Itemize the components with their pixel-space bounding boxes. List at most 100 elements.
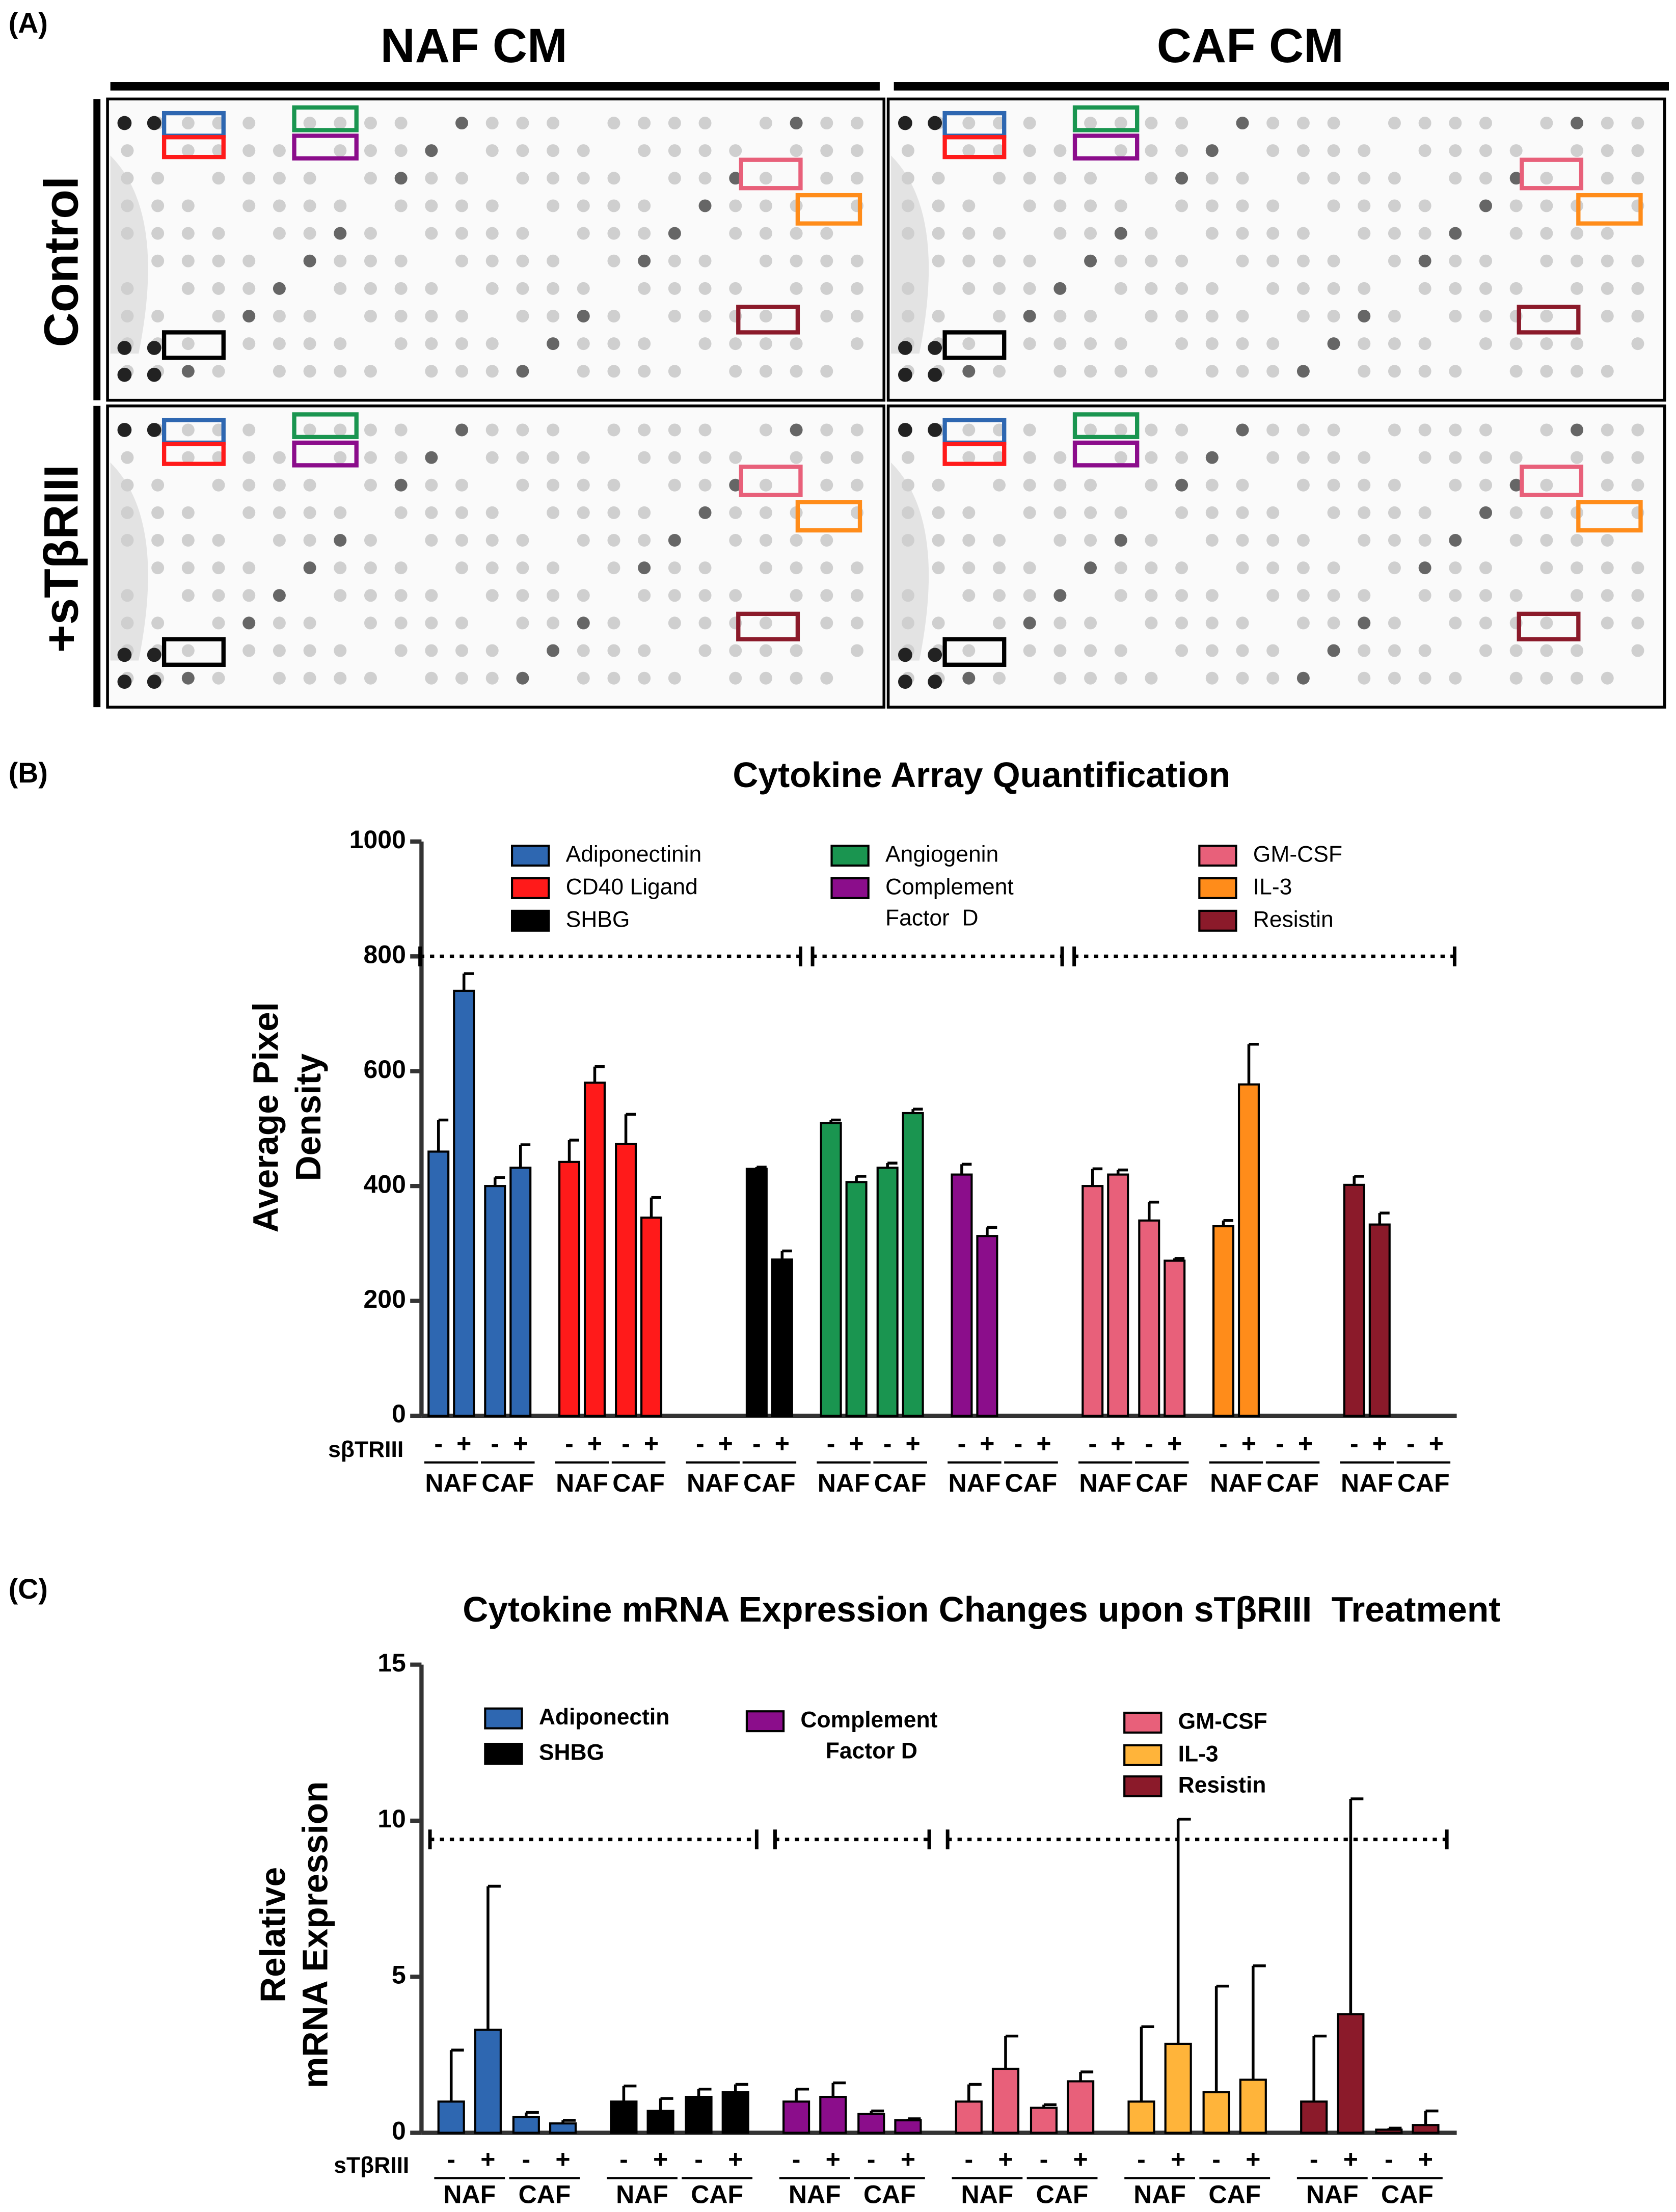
spot [394, 506, 408, 519]
spot [1145, 227, 1158, 240]
spot [1023, 144, 1036, 157]
highlight-box [942, 637, 1007, 667]
spot [607, 644, 620, 657]
spot [1479, 616, 1492, 630]
spot [1145, 589, 1158, 602]
row-bar [93, 99, 101, 400]
spot [212, 227, 225, 240]
spot [1175, 423, 1188, 437]
spot [1601, 365, 1614, 378]
bar-label: + [1073, 2145, 1088, 2173]
spot [1327, 616, 1340, 630]
spot [729, 144, 742, 157]
spot [607, 478, 620, 492]
spot [668, 309, 681, 322]
ref-spot [928, 648, 942, 662]
spot [1114, 534, 1127, 547]
bar-label: + [644, 1429, 659, 1458]
spot [1023, 309, 1036, 322]
spot [242, 172, 256, 185]
spot [698, 172, 712, 185]
spot [334, 365, 347, 378]
spot [1327, 172, 1340, 185]
spot [1358, 506, 1371, 519]
spot [1571, 144, 1584, 157]
spot [394, 254, 408, 267]
spot [394, 616, 408, 630]
legend-label: SHBG [566, 907, 630, 932]
spot [759, 337, 772, 350]
spot [1175, 117, 1188, 130]
spot [242, 117, 256, 130]
spot [1236, 478, 1249, 492]
spot [1631, 144, 1644, 157]
spot [121, 506, 134, 519]
row-bar [93, 406, 101, 708]
group-label: CAF [1381, 2180, 1434, 2209]
spot [1479, 282, 1492, 295]
group-label: NAF [1210, 1469, 1262, 1497]
bar [1300, 2100, 1328, 2134]
spot [1053, 478, 1067, 492]
spot [1449, 282, 1462, 295]
bar-label: - [964, 2145, 973, 2173]
spot [962, 589, 976, 602]
spot [577, 337, 590, 350]
spot [425, 144, 438, 157]
spot [364, 423, 377, 437]
bar-label: + [1343, 2145, 1358, 2173]
spot [901, 144, 914, 157]
spot [577, 144, 590, 157]
spot [1509, 451, 1523, 464]
spot [1327, 423, 1340, 437]
spot [1509, 478, 1523, 492]
spot [1327, 506, 1340, 519]
spot [334, 589, 347, 602]
spot [1023, 172, 1036, 185]
spot [516, 254, 529, 267]
spot [1053, 589, 1067, 602]
spot [1571, 227, 1584, 240]
spot [1418, 644, 1431, 657]
spot [790, 589, 803, 602]
spot [364, 309, 377, 322]
spot [181, 589, 195, 602]
highlight-box [942, 442, 1007, 466]
spot [1601, 671, 1614, 685]
spot [1479, 506, 1492, 519]
spot [1449, 254, 1462, 267]
spot [638, 671, 651, 685]
bar-label: + [513, 1429, 528, 1458]
highlight-box [739, 464, 803, 497]
spot [364, 282, 377, 295]
spot [1205, 644, 1219, 657]
bar-label: + [1372, 1429, 1387, 1458]
spot [962, 337, 976, 350]
legend-label: CD40 Ligand [566, 874, 698, 899]
spot [1023, 506, 1036, 519]
bar-label: - [491, 1429, 499, 1458]
spot [394, 644, 408, 657]
spot [1236, 254, 1249, 267]
spot [932, 506, 945, 519]
spot [334, 534, 347, 547]
spot [151, 506, 165, 519]
spot [1266, 644, 1280, 657]
spot [151, 172, 165, 185]
spot [1114, 451, 1127, 464]
spot [516, 365, 529, 378]
spot [638, 337, 651, 350]
spot [181, 451, 195, 464]
spot [547, 309, 560, 322]
legend-label: Adiponectinin [566, 842, 702, 867]
bar [1375, 2128, 1403, 2134]
spot [1327, 589, 1340, 602]
bar-label: - [752, 1429, 761, 1458]
spot [1601, 616, 1614, 630]
spot [607, 423, 620, 437]
y-tick-label: 1000 [349, 825, 406, 854]
spot [303, 254, 316, 267]
spot [485, 254, 499, 267]
spot [1023, 254, 1036, 267]
spot [121, 199, 134, 212]
